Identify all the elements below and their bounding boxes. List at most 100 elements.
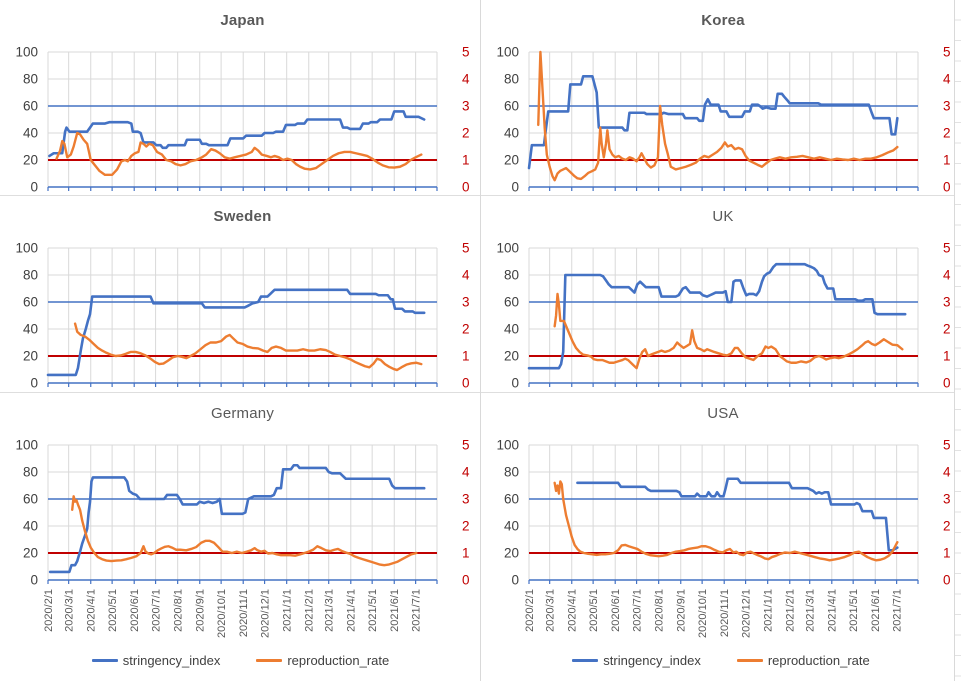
x-axis-date-label: 2020/8/1 [173,589,185,632]
right-axis-tick-label: 5 [462,438,470,453]
spreadsheet-column-line [954,0,955,681]
usa-chart-plot: 0 20 40 60 80 100 0 1 2 3 4 5 2020/2/1 2020/3/1 2020/4… [496,438,951,638]
left-axis-tick-label: 20 [504,349,519,364]
row-separator-line [0,392,954,393]
left-axis-tick-label: 80 [504,268,519,283]
right-axis-tick-label: 1 [462,546,470,561]
x-axis-date-label: 2020/5/1 [107,589,119,632]
left-axis-tick-label: 60 [23,99,38,114]
left-axis-tick-label: 60 [23,492,38,507]
x-axis-date-label: 2021/4/1 [346,589,358,632]
legend-item-stringency: stringency_index [572,653,701,668]
left-axis-tick-label: 40 [504,322,519,337]
x-axis-date-label: 2021/5/1 [848,589,860,632]
right-axis-tick-label: 1 [943,349,951,364]
x-axis-date-label: 2020/7/1 [631,589,643,632]
x-axis-date-label: 2020/6/1 [610,589,622,632]
right-axis-tick-label: 5 [943,45,951,60]
stringency-series-line [48,463,426,574]
legend-item-stringency: stringency_index [91,653,220,668]
x-axis-date-label: 2020/10/1 [697,589,709,638]
right-axis-tick-label: 4 [462,465,470,480]
left-axis-tick-label: 60 [23,295,38,310]
right-axis-tick-label: 0 [943,573,951,588]
x-axis-date-label: 2020/7/1 [150,589,162,632]
legend-item-reproduction: reproduction_rate [736,652,870,668]
chart-title-japan: Japan [220,12,265,29]
left-axis-tick-label: 20 [504,153,519,168]
stringency-series-line [48,110,426,158]
x-axis-date-label: 2021/4/1 [827,589,839,632]
korea-chart-plot: 0 20 40 60 80 100 0 1 2 3 4 5 [496,45,951,195]
left-axis-tick-label: 40 [23,126,38,141]
chart-title-usa: USA [707,405,739,422]
stringency-series-line [576,477,899,552]
x-axis-date-label: 2021/3/1 [324,589,336,632]
x-axis-date-label: 2020/3/1 [64,589,76,632]
left-axis-tick-label: 0 [511,573,519,588]
chart-title-korea: Korea [701,12,745,29]
x-axis-date-label: 2020/11/1 [238,589,250,637]
right-axis-tick-label: 0 [462,180,470,195]
left-axis-tick-label: 60 [504,99,519,114]
left-axis-tick-label: 80 [504,465,519,480]
x-axis-date-label: 2020/4/1 [567,589,579,632]
germany-chart-plot: 0 20 40 60 80 100 0 1 2 3 4 5 2020/2/1 2020/3/1 2020/4… [15,438,470,638]
legend-label-reproduction: reproduction_rate [287,652,390,668]
x-axis-date-label: 2021/5/1 [367,589,379,632]
x-axis-date-label: 2020/2/1 [43,589,55,632]
left-axis-tick-label: 0 [30,573,38,588]
left-axis-tick-label: 0 [30,180,38,195]
right-axis-tick-label: 3 [462,492,470,507]
japan-chart-plot: 0 20 40 60 80 100 0 1 2 3 4 5 [15,45,470,195]
right-axis-tick-label: 4 [943,72,951,87]
left-axis-tick-label: 60 [504,295,519,310]
x-axis-date-label: 2020/3/1 [545,589,557,632]
stringency-line-swatch [572,658,599,662]
chart-title-uk: UK [712,208,734,225]
right-axis-tick-label: 2 [943,519,951,534]
left-axis-tick-label: 20 [23,349,38,364]
left-axis-tick-label: 60 [504,492,519,507]
reproduction-line-swatch [736,658,763,662]
left-axis-tick-label: 40 [23,519,38,534]
x-axis-date-label: 2021/1/1 [282,589,294,632]
right-axis-tick-label: 2 [943,126,951,141]
right-axis-tick-label: 1 [943,153,951,168]
reproduction-series-line [537,50,899,182]
right-axis-tick-label: 3 [943,492,951,507]
right-axis-tick-label: 1 [943,546,951,561]
x-axis-date-label: 2020/4/1 [86,589,98,632]
legend-label-reproduction: reproduction_rate [767,652,870,668]
legend: stringency_index reproduction_rate [0,647,481,673]
x-axis-date-label: 2020/8/1 [654,589,666,632]
x-axis-date-label: 2020/5/1 [588,589,600,632]
legend-item-reproduction: reproduction_rate [256,653,389,668]
chart-panel-korea: Korea 0 20 40 60 80 100 0 1 2 3 4 5 [481,0,961,195]
sweden-chart-plot: 0 20 40 60 80 100 0 1 2 3 4 5 [15,241,470,391]
reproduction-series-line [553,292,904,370]
right-axis-tick-label: 4 [462,268,470,283]
x-axis-date-label: 2020/12/1 [259,589,271,638]
left-axis-tick-label: 80 [23,465,38,480]
right-axis-tick-label: 0 [943,180,951,195]
left-axis-tick-label: 40 [504,519,519,534]
reproduction-series-line [73,322,423,372]
x-axis-date-label: 2020/2/1 [524,589,536,632]
chart-panel-uk: UK 0 20 40 60 80 100 0 1 2 3 4 5 [481,196,961,393]
right-axis-tick-label: 4 [462,72,470,87]
x-axis-date-label: 2020/6/1 [129,589,141,632]
chart-title-germany: Germany [210,405,275,422]
reproduction-series-line [553,480,899,562]
left-axis-tick-label: 100 [496,241,519,256]
legend: stringency_index reproduction_rate [481,647,961,673]
right-axis-tick-label: 1 [462,153,470,168]
left-axis-tick-label: 100 [496,438,519,453]
right-axis-tick-label: 3 [943,295,951,310]
x-axis-date-label: 2020/11/1 [719,589,731,637]
right-axis-tick-label: 3 [462,99,470,114]
right-axis-tick-label: 2 [462,322,470,337]
right-axis-tick-label: 0 [943,376,951,391]
x-axis-date-label: 2021/1/1 [763,589,775,632]
